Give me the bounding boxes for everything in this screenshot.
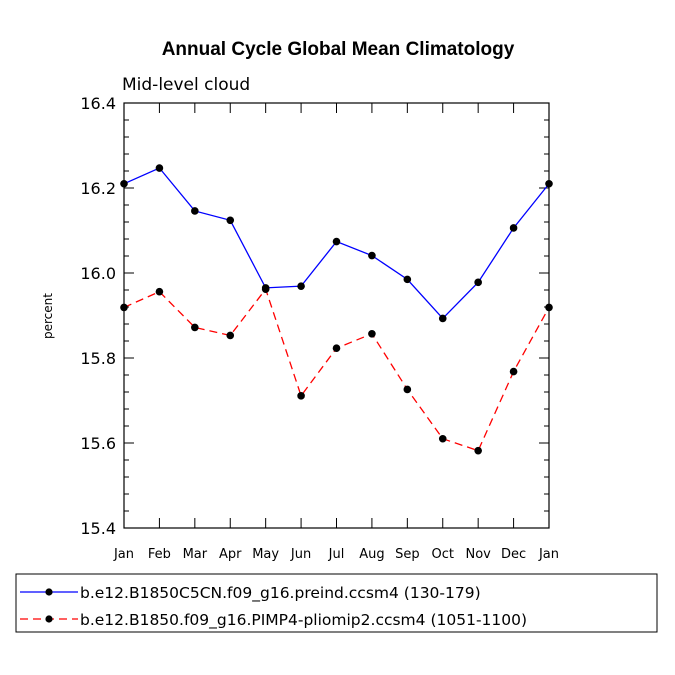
- chart-subtitle: Mid-level cloud: [122, 75, 250, 95]
- series-2-point: [191, 323, 199, 332]
- y-tick-label: 16.4: [80, 94, 116, 113]
- x-axis: Jan Feb Mar Apr May Jun Jul Aug Sep Oct Nov Dec Jan: [113, 103, 559, 562]
- x-tick-label: Dec: [501, 547, 526, 562]
- series-1-point: [438, 314, 447, 323]
- x-tick-label: Apr: [219, 547, 242, 562]
- series-2-point: [226, 331, 235, 340]
- series-2-point: [155, 287, 164, 296]
- series-1-point: [120, 179, 128, 188]
- legend-label-2: b.e12.B1850.f09_g16.PIMP4-pliomip2.ccsm4…: [80, 611, 527, 630]
- y-axis: 15.4 15.6 15.8 16.0 16.2 16.4: [80, 94, 549, 538]
- legend-entry-1: b.e12.B1850C5CN.f09_g16.preind.ccsm4 (13…: [20, 584, 481, 603]
- series-2-point: [474, 446, 482, 455]
- series-2-point: [509, 367, 518, 376]
- legend-label-1: b.e12.B1850C5CN.f09_g16.preind.ccsm4 (13…: [80, 584, 481, 603]
- series-2-point: [545, 303, 553, 312]
- x-tick-label: Jun: [290, 547, 311, 562]
- series-2-point: [403, 385, 412, 394]
- series-2-point: [120, 303, 128, 312]
- x-tick-label: Jul: [328, 547, 345, 562]
- series-2-point: [438, 434, 447, 443]
- x-tick-label: Feb: [148, 547, 171, 562]
- x-tick-label: Jan: [538, 547, 559, 562]
- plot-area: 15.4 15.6 15.8 16.0 16.2 16.4 Jan Feb Mar Apr May…: [80, 94, 559, 562]
- y-tick-label: 16.2: [80, 179, 116, 198]
- x-tick-label: Oct: [432, 547, 454, 562]
- x-tick-label: Mar: [183, 547, 208, 562]
- legend-entry-2: b.e12.B1850.f09_g16.PIMP4-pliomip2.ccsm4…: [20, 611, 527, 630]
- series-2-point: [261, 285, 270, 293]
- y-tick-label: 15.6: [80, 434, 116, 453]
- x-tick-label: Aug: [359, 547, 384, 562]
- y-tick-label: 15.4: [80, 519, 116, 538]
- legend-marker-1: [45, 588, 53, 596]
- series-1-point: [191, 207, 199, 215]
- legend: b.e12.B1850C5CN.f09_g16.preind.ccsm4 (13…: [15, 573, 658, 633]
- series-2-point: [368, 329, 376, 338]
- y-tick-label: 16.0: [80, 264, 116, 283]
- plot-frame: [123, 102, 550, 529]
- series-1-point: [403, 275, 412, 284]
- series-1-point: [509, 224, 518, 232]
- series-2-point: [332, 344, 341, 353]
- y-tick-label: 15.8: [80, 349, 116, 368]
- series-layer: [120, 164, 553, 455]
- series-1-point: [474, 278, 482, 287]
- legend-box: [15, 573, 658, 633]
- x-tick-label: Jan: [113, 547, 134, 562]
- series-2-point: [297, 392, 305, 400]
- series-1-point: [332, 237, 341, 246]
- chart-title: Annual Cycle Global Mean Climatology: [162, 39, 515, 60]
- x-tick-label: May: [252, 547, 279, 562]
- series-1-point: [368, 251, 376, 260]
- series-1-point: [226, 216, 235, 225]
- x-tick-label: Nov: [465, 547, 491, 562]
- series-1-point: [155, 164, 164, 172]
- series-1-point: [297, 282, 305, 290]
- x-tick-label: Sep: [395, 547, 420, 562]
- y-axis-label: percent: [41, 293, 55, 339]
- legend-marker-2: [45, 615, 53, 623]
- series-1-point: [545, 179, 553, 188]
- series-line-2: [123, 287, 550, 452]
